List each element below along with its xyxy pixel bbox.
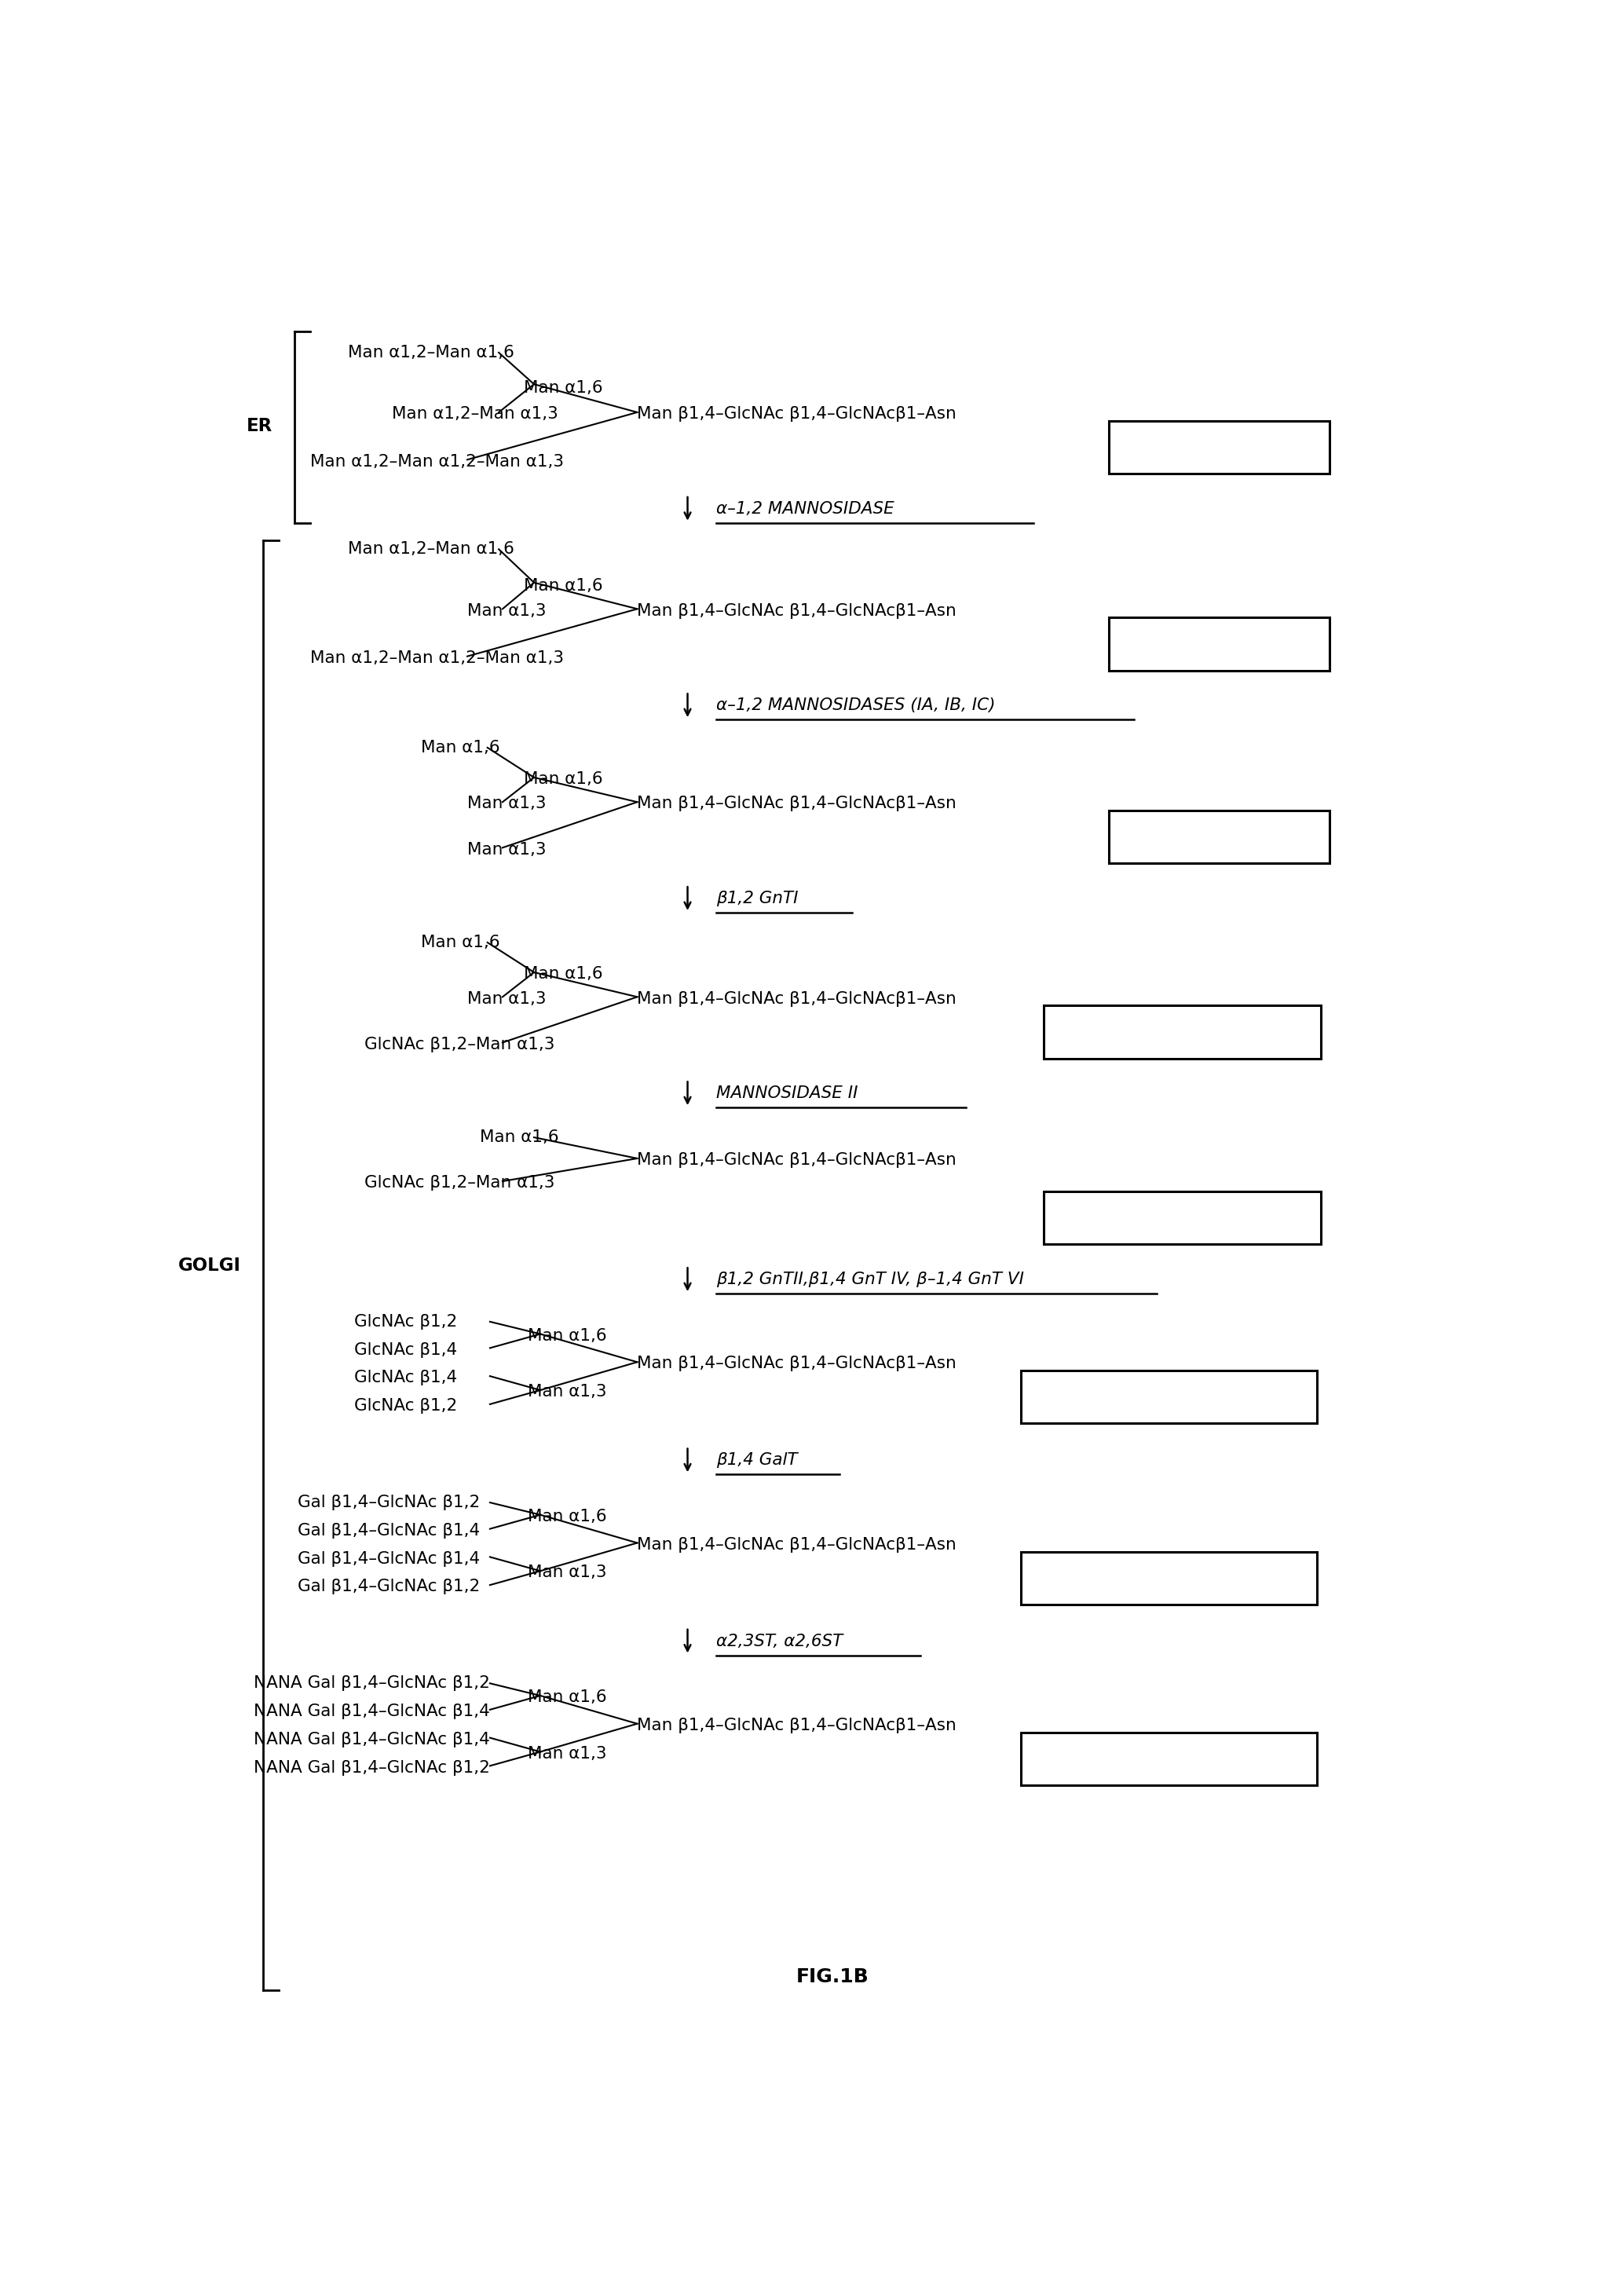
Text: Man α1,6: Man α1,6 <box>525 967 603 983</box>
Text: Man α1,6: Man α1,6 <box>528 1509 607 1525</box>
Bar <box>1109 618 1330 670</box>
Text: Gal β1,4–GlcNAc β1,4: Gal β1,4–GlcNAc β1,4 <box>297 1523 479 1539</box>
Text: β1,2 GnTI: β1,2 GnTI <box>716 891 799 907</box>
Text: COMPLEX GLYCOPROTEIN: COMPLEX GLYCOPROTEIN <box>1069 1571 1270 1585</box>
Text: GlcNAcMan₅GlcNAc₂: GlcNAcMan₅GlcNAc₂ <box>1103 1024 1262 1040</box>
Text: GOLGI: GOLGI <box>179 1256 240 1275</box>
Text: GlcNAc β1,2: GlcNAc β1,2 <box>354 1313 456 1329</box>
Bar <box>1109 422 1330 474</box>
Text: Man α1,6: Man α1,6 <box>481 1129 559 1145</box>
Text: β1,4 GalT: β1,4 GalT <box>716 1452 797 1468</box>
Bar <box>1044 1192 1320 1245</box>
Text: GlcNAc β1,2–Man α1,3: GlcNAc β1,2–Man α1,3 <box>364 1174 554 1190</box>
Text: GlcNAc β1,2: GlcNAc β1,2 <box>354 1398 456 1414</box>
Text: Man α1,3: Man α1,3 <box>468 602 546 618</box>
Text: Man α1,3: Man α1,3 <box>528 1564 607 1580</box>
Bar <box>1109 812 1330 864</box>
Text: Man β1,4–GlcNAc β1,4–GlcNAcβ1–Asn: Man β1,4–GlcNAc β1,4–GlcNAcβ1–Asn <box>637 1357 957 1373</box>
Text: COMPLEX GLYCOPROTEIN: COMPLEX GLYCOPROTEIN <box>1069 1751 1270 1767</box>
Text: β1,2 GnTII,β1,4 GnT IV, β–1,4 GnT VI: β1,2 GnTII,β1,4 GnT IV, β–1,4 GnT VI <box>716 1272 1025 1288</box>
Text: Gal β1,4–GlcNAc β1,2: Gal β1,4–GlcNAc β1,2 <box>297 1496 479 1509</box>
Text: Gal β1,4–GlcNAc β1,4: Gal β1,4–GlcNAc β1,4 <box>297 1550 479 1566</box>
Text: Man₅GlcNAc₂: Man₅GlcNAc₂ <box>1168 830 1270 844</box>
Text: α–1,2 MANNOSIDASES (IA, IB, IC): α–1,2 MANNOSIDASES (IA, IB, IC) <box>716 698 996 714</box>
Text: MANNOSIDASE II: MANNOSIDASE II <box>716 1085 857 1101</box>
Text: Man β1,4–GlcNAc β1,4–GlcNAcβ1–Asn: Man β1,4–GlcNAc β1,4–GlcNAcβ1–Asn <box>637 406 957 422</box>
Text: GlcNAc β1,2–Man α1,3: GlcNAc β1,2–Man α1,3 <box>364 1037 554 1051</box>
Text: NANA Gal β1,4–GlcNAc β1,4: NANA Gal β1,4–GlcNAc β1,4 <box>253 1703 489 1719</box>
Text: GlcNAc β1,4: GlcNAc β1,4 <box>354 1343 456 1357</box>
Text: FIG.1B: FIG.1B <box>796 1968 869 1986</box>
Text: Man α1,6: Man α1,6 <box>525 381 603 394</box>
Text: Man α1,6: Man α1,6 <box>525 771 603 787</box>
Text: Man₉GlcNAc₂: Man₉GlcNAc₂ <box>1168 440 1270 456</box>
Text: Man α1,6: Man α1,6 <box>525 579 603 595</box>
Text: Man β1,4–GlcNAc β1,4–GlcNAcβ1–Asn: Man β1,4–GlcNAc β1,4–GlcNAcβ1–Asn <box>637 1537 957 1553</box>
Text: Man α1,2–Man α1,6: Man α1,2–Man α1,6 <box>348 344 515 360</box>
Text: α–1,2 MANNOSIDASE: α–1,2 MANNOSIDASE <box>716 502 895 518</box>
Text: Man α1,3: Man α1,3 <box>528 1384 607 1400</box>
Text: Man α1,3: Man α1,3 <box>528 1746 607 1762</box>
Text: Man α1,3: Man α1,3 <box>468 841 546 857</box>
Bar <box>1021 1553 1317 1605</box>
Text: Man β1,4–GlcNAc β1,4–GlcNAcβ1–Asn: Man β1,4–GlcNAc β1,4–GlcNAcβ1–Asn <box>637 1151 957 1167</box>
Text: Gal β1,4–GlcNAc β1,2: Gal β1,4–GlcNAc β1,2 <box>297 1580 479 1594</box>
Text: Man α1,2–Man α1,2–Man α1,3: Man α1,2–Man α1,2–Man α1,3 <box>310 650 564 666</box>
Text: Man α1,6: Man α1,6 <box>421 739 500 755</box>
Text: Man β1,4–GlcNAc β1,4–GlcNAcβ1–Asn: Man β1,4–GlcNAc β1,4–GlcNAcβ1–Asn <box>637 602 957 618</box>
Bar <box>1044 1005 1320 1058</box>
Text: Man α1,6: Man α1,6 <box>528 1689 607 1705</box>
Text: Man₈GlcNAc₂: Man₈GlcNAc₂ <box>1168 636 1270 652</box>
Text: Man α1,2–Man α1,6: Man α1,2–Man α1,6 <box>348 540 515 556</box>
Text: Man α1,2–Man α1,3: Man α1,2–Man α1,3 <box>391 406 559 422</box>
Bar <box>1021 1370 1317 1423</box>
Text: NANA Gal β1,4–GlcNAc β1,2: NANA Gal β1,4–GlcNAc β1,2 <box>253 1676 489 1692</box>
Text: GlcNAcMan₃GlcNAc₂: GlcNAcMan₃GlcNAc₂ <box>1103 1211 1262 1227</box>
Text: ER: ER <box>247 417 273 435</box>
Text: NANA Gal β1,4–GlcNAc β1,2: NANA Gal β1,4–GlcNAc β1,2 <box>253 1760 489 1776</box>
Text: Man α1,6: Man α1,6 <box>421 935 500 951</box>
Text: Man α1,2–Man α1,2–Man α1,3: Man α1,2–Man α1,2–Man α1,3 <box>310 454 564 470</box>
Text: GlcNAc β1,4: GlcNAc β1,4 <box>354 1370 456 1386</box>
Text: Man α1,6: Man α1,6 <box>528 1327 607 1343</box>
Text: Man α1,3: Man α1,3 <box>468 796 546 812</box>
Text: Man β1,4–GlcNAc β1,4–GlcNAcβ1–Asn: Man β1,4–GlcNAc β1,4–GlcNAcβ1–Asn <box>637 992 957 1005</box>
Text: Man α1,3: Man α1,3 <box>468 992 546 1005</box>
Text: Man β1,4–GlcNAc β1,4–GlcNAcβ1–Asn: Man β1,4–GlcNAc β1,4–GlcNAcβ1–Asn <box>637 796 957 812</box>
Text: Man β1,4–GlcNAc β1,4–GlcNAcβ1–Asn: Man β1,4–GlcNAc β1,4–GlcNAcβ1–Asn <box>637 1717 957 1733</box>
Bar <box>1021 1733 1317 1785</box>
Text: COMPLEX GLYCOPROTEIN: COMPLEX GLYCOPROTEIN <box>1069 1391 1270 1404</box>
Text: α2,3ST, α2,6ST: α2,3ST, α2,6ST <box>716 1632 843 1648</box>
Text: NANA Gal β1,4–GlcNAc β1,4: NANA Gal β1,4–GlcNAc β1,4 <box>253 1733 489 1746</box>
